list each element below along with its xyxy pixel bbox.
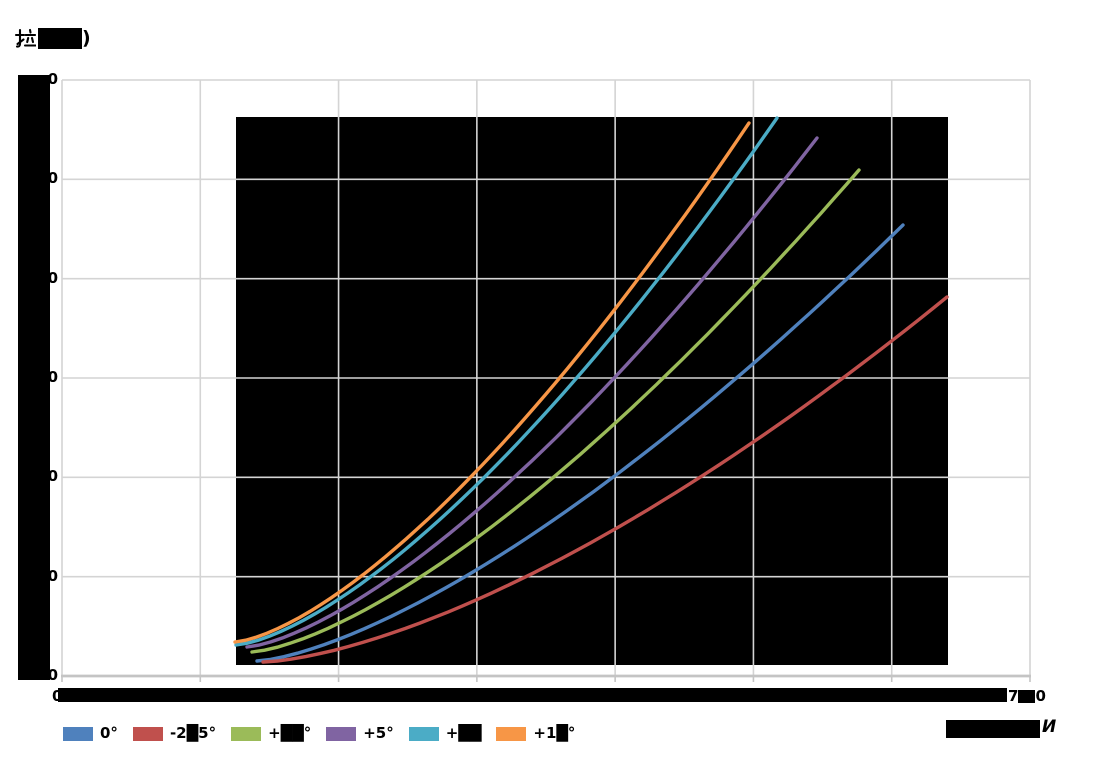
series-curve-2 (250, 168, 861, 654)
x-axis-title-suffix: И (1042, 717, 1057, 737)
legend-item-2: +██° (231, 724, 311, 742)
plot-redaction-rect (236, 117, 948, 665)
x-last-tick-suffix: 0 (1035, 687, 1046, 705)
x-last-tick-redaction-box (1018, 690, 1036, 703)
title-suffix: ) (82, 27, 91, 49)
series-curve-4 (234, 116, 779, 647)
x-axis-redaction-bar (58, 688, 1007, 702)
chart-title: ) (14, 26, 91, 50)
legend-swatch-0 (63, 727, 93, 741)
y-tick-label-0: 0 (47, 70, 58, 88)
series-curve-3 (245, 136, 819, 649)
legend-label-1: -2█5° (169, 724, 217, 742)
legend-swatch-1 (132, 727, 163, 741)
legend-item-0: 0° (63, 724, 118, 742)
x-axis-title-redaction-bar (946, 720, 1040, 738)
legend-label-2: +██° (268, 724, 312, 742)
y-tick-label-4: 0 (47, 467, 58, 486)
legend-item-3: +5° (326, 724, 394, 742)
legend-item-4: +██ (408, 724, 482, 742)
series-curve-1 (261, 295, 949, 664)
title-redaction-box (38, 27, 82, 49)
legend-label-3: +5° (363, 724, 394, 742)
y-tick-label-1: 0 (47, 169, 58, 188)
series-curve-0 (255, 223, 905, 663)
y-tick-label-3: 0 (47, 368, 58, 386)
legend-swatch-4 (408, 727, 439, 741)
x-last-tick-label: 7 0 (1008, 687, 1046, 705)
y-tick-label-6: 0 (47, 666, 58, 684)
cjk-la-glyph (14, 28, 36, 48)
x-first-tick-label: 0 (52, 687, 62, 705)
y-axis-redaction-bar (18, 75, 50, 680)
legend: 0° -2█5° +██° +5° +██ +1█° (63, 724, 590, 742)
legend-label-5: +1█° (533, 724, 576, 742)
legend-item-5: +1█° (496, 724, 575, 742)
legend-label-4: +██ (445, 724, 482, 742)
legend-label-0: 0° (100, 724, 118, 742)
series-curve-5 (233, 121, 751, 644)
y-tick-label-5: 0 (47, 566, 58, 585)
x-last-tick-prefix: 7 (1008, 687, 1019, 705)
legend-swatch-5 (496, 727, 527, 741)
legend-swatch-3 (326, 727, 357, 741)
legend-swatch-2 (231, 727, 262, 741)
y-tick-label-2: 0 (47, 268, 58, 287)
legend-item-1: -2█5° (132, 724, 217, 742)
